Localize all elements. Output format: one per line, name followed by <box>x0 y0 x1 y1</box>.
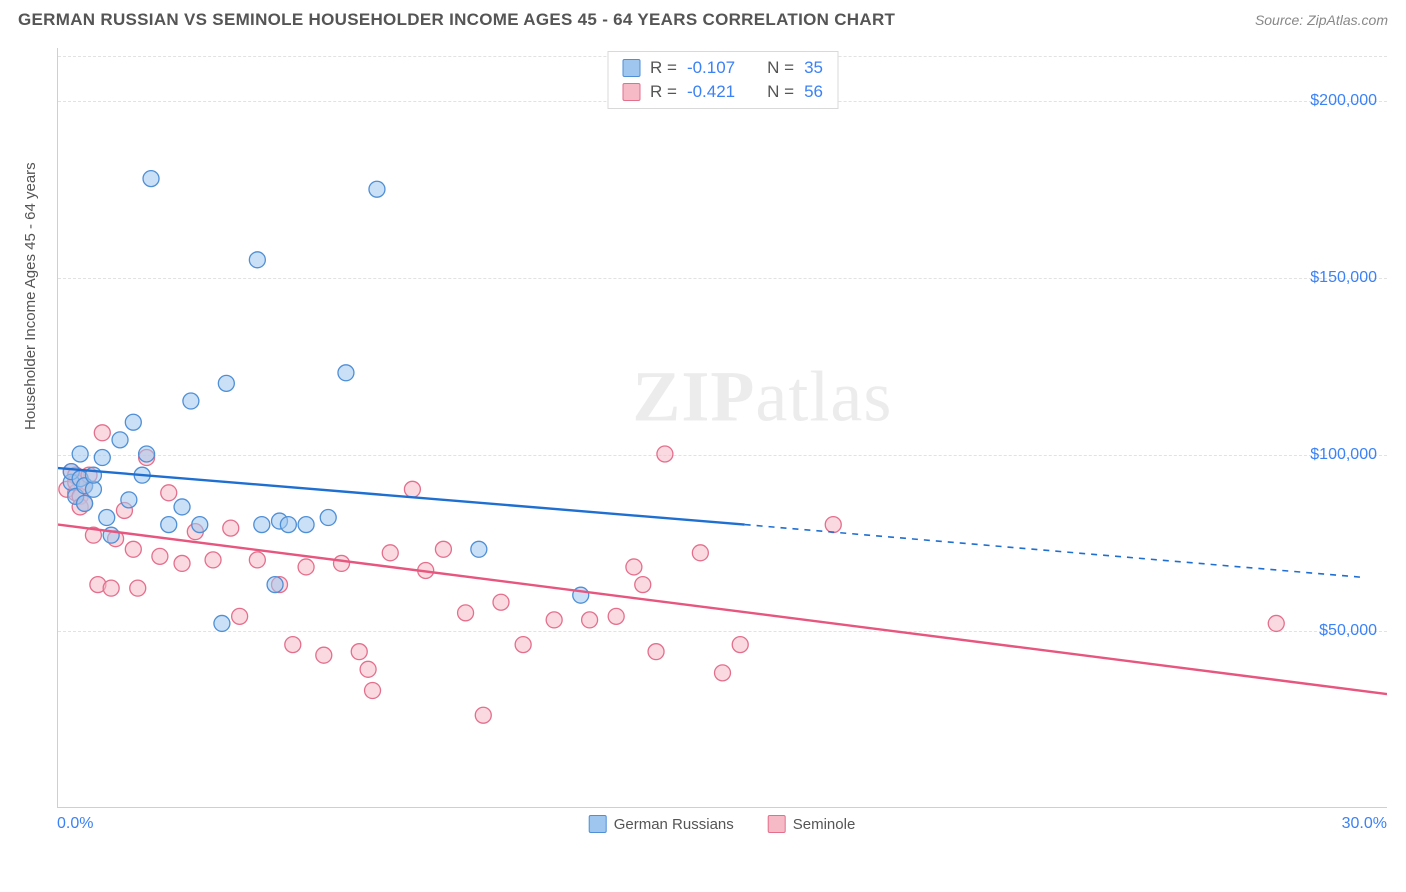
data-point <box>825 517 841 533</box>
data-point <box>316 647 332 663</box>
data-point <box>320 510 336 526</box>
data-point <box>130 580 146 596</box>
stat-n-value: 56 <box>804 82 823 102</box>
data-point <box>435 541 451 557</box>
data-point <box>365 683 381 699</box>
data-point <box>223 520 239 536</box>
data-point <box>280 517 296 533</box>
data-point <box>214 615 230 631</box>
data-point <box>458 605 474 621</box>
data-point <box>183 393 199 409</box>
data-point <box>648 644 664 660</box>
data-point <box>112 432 128 448</box>
data-point <box>285 637 301 653</box>
x-tick-max: 30.0% <box>1342 815 1387 833</box>
series-legend: German Russians Seminole <box>589 815 856 833</box>
source-label: Source: ZipAtlas.com <box>1255 12 1388 28</box>
y-axis-label: Householder Income Ages 45 - 64 years <box>22 162 39 430</box>
legend-swatch <box>622 59 640 77</box>
data-point <box>404 481 420 497</box>
data-point <box>369 181 385 197</box>
data-point <box>125 414 141 430</box>
data-point <box>515 637 531 653</box>
data-point <box>635 577 651 593</box>
legend-swatch <box>622 83 640 101</box>
data-point <box>161 517 177 533</box>
data-point <box>267 577 283 593</box>
data-point <box>94 425 110 441</box>
stats-row: R = -0.107 N = 35 <box>622 56 823 80</box>
legend-label: Seminole <box>793 816 856 833</box>
data-point <box>608 608 624 624</box>
data-point <box>351 644 367 660</box>
header: GERMAN RUSSIAN VS SEMINOLE HOUSEHOLDER I… <box>0 0 1406 36</box>
data-point <box>692 545 708 561</box>
data-point <box>174 555 190 571</box>
data-point <box>493 594 509 610</box>
data-point <box>1268 615 1284 631</box>
data-point <box>205 552 221 568</box>
stat-n-value: 35 <box>804 58 823 78</box>
stats-legend: R = -0.107 N = 35 R = -0.421 N = 56 <box>607 51 838 109</box>
data-point <box>94 450 110 466</box>
data-point <box>152 548 168 564</box>
stat-r-value: -0.421 <box>687 82 735 102</box>
data-point <box>254 517 270 533</box>
data-point <box>72 446 88 462</box>
data-point <box>546 612 562 628</box>
data-point <box>732 637 748 653</box>
data-point <box>582 612 598 628</box>
x-axis: 0.0% German Russians Seminole 30.0% <box>57 815 1387 845</box>
data-point <box>174 499 190 515</box>
data-point <box>626 559 642 575</box>
plot-area: ZIPatlas R = -0.107 N = 35 R = -0.421 N … <box>57 48 1387 808</box>
legend-item: German Russians <box>589 815 734 833</box>
data-point <box>139 446 155 462</box>
data-point <box>77 495 93 511</box>
data-point <box>121 492 137 508</box>
x-tick-min: 0.0% <box>57 815 93 833</box>
data-point <box>338 365 354 381</box>
data-point <box>249 552 265 568</box>
trend-line-dashed <box>745 525 1365 578</box>
stat-r-label: R = <box>650 58 677 78</box>
stat-r-value: -0.107 <box>687 58 735 78</box>
data-point <box>218 375 234 391</box>
data-point <box>249 252 265 268</box>
data-point <box>298 559 314 575</box>
legend-label: German Russians <box>614 816 734 833</box>
data-point <box>657 446 673 462</box>
data-point <box>103 580 119 596</box>
chart-title: GERMAN RUSSIAN VS SEMINOLE HOUSEHOLDER I… <box>18 10 895 30</box>
data-point <box>298 517 314 533</box>
data-point <box>125 541 141 557</box>
legend-swatch <box>768 815 786 833</box>
data-point <box>334 555 350 571</box>
data-point <box>382 545 398 561</box>
scatter-svg <box>58 48 1387 807</box>
stat-n-label: N = <box>767 58 794 78</box>
data-point <box>471 541 487 557</box>
data-point <box>161 485 177 501</box>
stat-r-label: R = <box>650 82 677 102</box>
data-point <box>99 510 115 526</box>
data-point <box>143 171 159 187</box>
data-point <box>715 665 731 681</box>
legend-swatch <box>589 815 607 833</box>
stats-row: R = -0.421 N = 56 <box>622 80 823 104</box>
data-point <box>475 707 491 723</box>
data-point <box>192 517 208 533</box>
data-point <box>360 661 376 677</box>
stat-n-label: N = <box>767 82 794 102</box>
data-point <box>232 608 248 624</box>
legend-item: Seminole <box>768 815 856 833</box>
